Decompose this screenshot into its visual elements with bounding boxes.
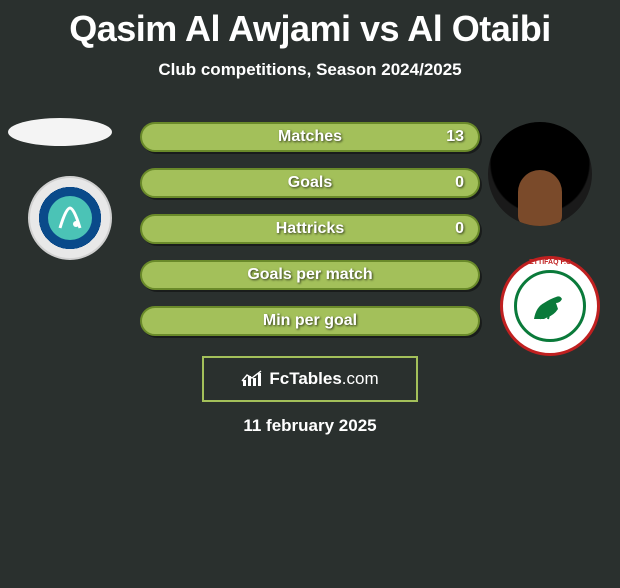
bar-chart-icon — [241, 370, 263, 388]
stat-value-right: 0 — [455, 170, 464, 196]
brand-suffix: .com — [342, 369, 379, 388]
stat-bars: Matches13Goals0Hattricks0Goals per match… — [140, 122, 480, 352]
stat-label: Goals per match — [142, 262, 478, 288]
stat-label: Hattricks — [142, 216, 478, 242]
stat-value-right: 13 — [446, 124, 464, 150]
stat-value-right: 0 — [455, 216, 464, 242]
stat-label: Min per goal — [142, 308, 478, 334]
brand-main: FcTables — [269, 369, 341, 388]
player-left-avatar — [8, 118, 112, 146]
stat-bar: Goals0 — [140, 168, 480, 198]
stat-bar: Min per goal — [140, 306, 480, 336]
stat-bar: Hattricks0 — [140, 214, 480, 244]
stat-bar: Matches13 — [140, 122, 480, 152]
comparison-panel: ETTIFAQ F.C Matches13Goals0Hattricks0Goa… — [0, 108, 620, 358]
brand-box: FcTables.com — [202, 356, 418, 402]
stat-bar: Goals per match — [140, 260, 480, 290]
page-title: Qasim Al Awjami vs Al Otaibi — [0, 8, 620, 50]
club-right-badge: ETTIFAQ F.C — [500, 256, 600, 356]
alfateh-badge-icon — [46, 194, 94, 242]
club-left-badge — [28, 176, 112, 260]
subtitle: Club competitions, Season 2024/2025 — [0, 60, 620, 80]
ettifaq-horse-icon — [530, 289, 570, 323]
brand-text: FcTables.com — [269, 369, 378, 389]
player-right-avatar — [488, 122, 592, 226]
date-text: 11 february 2025 — [0, 416, 620, 436]
stat-label: Goals — [142, 170, 478, 196]
stat-label: Matches — [142, 124, 478, 150]
club-right-text: ETTIFAQ F.C — [529, 259, 571, 266]
